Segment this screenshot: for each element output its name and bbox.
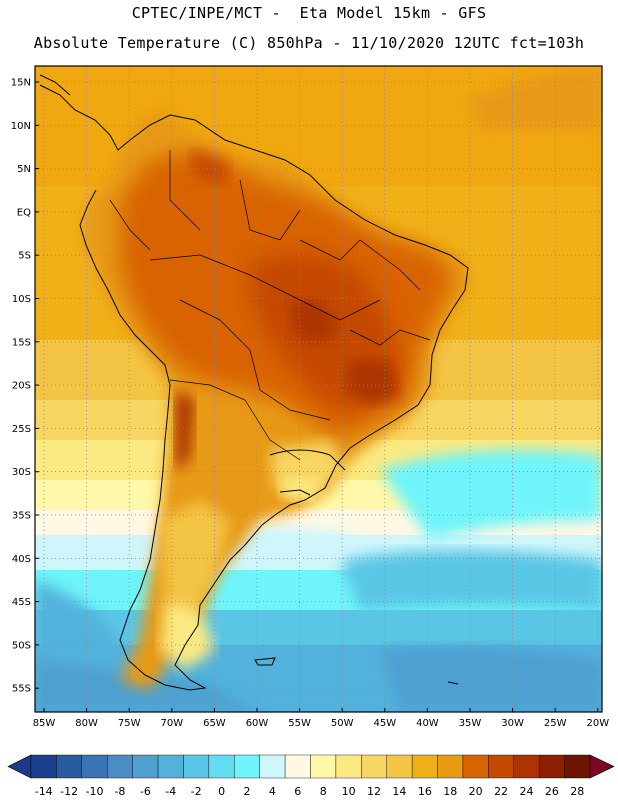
lon-tick-label: 75W xyxy=(118,718,141,729)
colorbar-label: 10 xyxy=(342,785,356,798)
lat-tick-label: 40S xyxy=(12,554,31,565)
colorbar-swatch xyxy=(462,754,489,779)
colorbar-min-arrow xyxy=(7,754,32,779)
lon-tick-label: 85W xyxy=(33,718,56,729)
colorbar-swatch xyxy=(564,754,591,779)
colorbar-swatch xyxy=(107,754,133,779)
colorbar-swatch xyxy=(538,754,565,779)
lon-tick-label: 30W xyxy=(501,718,524,729)
coastline xyxy=(39,74,469,691)
colorbar-swatch xyxy=(81,754,108,779)
colorbar-label: 2 xyxy=(243,785,250,798)
colorbar-swatch xyxy=(437,754,464,779)
temperature-field xyxy=(35,66,602,712)
lat-tick-label: 5S xyxy=(18,251,31,262)
colorbar-label: -6 xyxy=(140,785,151,798)
colorbar-label: 18 xyxy=(443,785,457,798)
colorbar-label: 14 xyxy=(392,785,406,798)
lat-tick-label: 15S xyxy=(12,337,31,348)
lon-tick-label: 20W xyxy=(586,718,609,729)
colorbar-swatch xyxy=(513,754,540,779)
longitude-axis: 85W 80W 75W 70W 65W 60W 55W 50W 45W 40W 35W 30W 25W 2… xyxy=(33,708,609,729)
lat-tick-label: 30S xyxy=(12,467,31,478)
colorbar-swatch xyxy=(310,754,337,779)
colorbar-swatch xyxy=(208,754,235,779)
lon-tick-label: 70W xyxy=(160,718,183,729)
lon-tick-label: 55W xyxy=(288,718,311,729)
colorbar-label: -12 xyxy=(60,785,78,798)
map-title-line1: CPTEC/INPE/MCT - Eta Model 15km - GFS xyxy=(131,4,487,22)
colorbar-label: -8 xyxy=(114,785,125,798)
lat-tick-label: 20S xyxy=(12,381,31,392)
colorbar-label: 6 xyxy=(294,785,301,798)
lat-tick-label: 10S xyxy=(12,294,31,305)
colorbar-swatch xyxy=(56,754,83,779)
colorbar-label: -10 xyxy=(86,785,104,798)
map-graticule xyxy=(35,66,602,712)
country-borders xyxy=(109,150,431,461)
lat-tick-label: 5N xyxy=(17,164,31,175)
map-frame xyxy=(34,65,603,713)
lat-tick-label: 35S xyxy=(12,511,31,522)
lat-tick-label: 50S xyxy=(12,640,31,651)
lon-tick-label: 80W xyxy=(75,718,98,729)
lon-tick-label: 45W xyxy=(373,718,396,729)
lat-tick-label: 15N xyxy=(11,78,31,89)
lat-tick-label: 45S xyxy=(12,597,31,608)
colorbar-label: 0 xyxy=(218,785,225,798)
colorbar-swatch xyxy=(259,754,286,779)
colorbar-swatch xyxy=(361,754,387,779)
colorbar-max-arrow xyxy=(589,754,615,779)
lon-tick-label: 65W xyxy=(203,718,226,729)
colorbar-swatch xyxy=(335,754,362,779)
lon-tick-label: 60W xyxy=(246,718,269,729)
colorbar-label: 28 xyxy=(570,785,584,798)
colorbar-label: 24 xyxy=(519,785,533,798)
lon-tick-label: 25W xyxy=(544,718,567,729)
colorbar-label: 22 xyxy=(494,785,508,798)
colorbar-swatch xyxy=(284,754,311,779)
lat-tick-label: 25S xyxy=(12,424,31,435)
colorbar-swatch xyxy=(488,754,514,779)
latitude-axis: 15N 10N 5N EQ 5S 10S 15S 20S 25S 30S 35S 40S 45S 50S 5… xyxy=(11,78,39,695)
colorbar-swatch xyxy=(386,754,413,779)
colorbar-label: 16 xyxy=(418,785,432,798)
colorbar-label: -14 xyxy=(35,785,53,798)
lat-tick-label: 10N xyxy=(11,121,31,132)
lat-tick-label: EQ xyxy=(17,207,31,218)
colorbar: -14 -12 -10 -8 -6 -4 -2 0 2 4 6 8 10 12 14 16 18 20 22 24 26… xyxy=(7,754,615,798)
colorbar-swatch xyxy=(30,754,57,779)
map-title-line2: Absolute Temperature (C) 850hPa - 11/10/… xyxy=(33,34,585,52)
colorbar-label: -2 xyxy=(191,785,202,798)
colorbar-swatch xyxy=(234,754,260,779)
colorbar-swatch xyxy=(157,754,184,779)
lon-tick-label: 35W xyxy=(459,718,482,729)
lon-tick-label: 40W xyxy=(416,718,439,729)
colorbar-label: 26 xyxy=(545,785,559,798)
lat-tick-label: 55S xyxy=(12,684,31,695)
colorbar-label: 20 xyxy=(469,785,483,798)
lon-tick-label: 50W xyxy=(331,718,354,729)
colorbar-label: 12 xyxy=(367,785,381,798)
colorbar-label: 4 xyxy=(269,785,276,798)
colorbar-swatch xyxy=(183,754,210,779)
colorbar-label: 8 xyxy=(320,785,327,798)
colorbar-label: -4 xyxy=(165,785,176,798)
colorbar-swatch xyxy=(132,754,159,779)
colorbar-swatch xyxy=(411,754,438,779)
